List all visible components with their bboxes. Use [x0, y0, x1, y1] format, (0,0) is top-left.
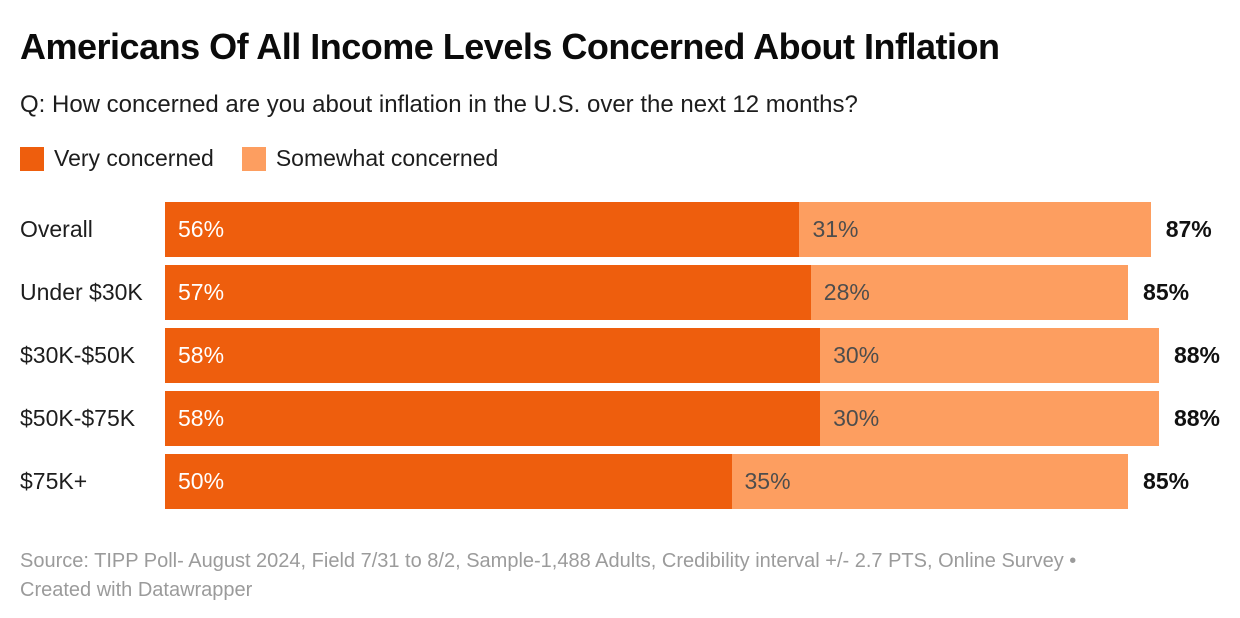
bar-segment-somewhat-concerned[interactable]: 28%: [810, 265, 1129, 321]
legend-label: Somewhat concerned: [275, 145, 499, 172]
legend-swatch-very-concerned: [20, 146, 44, 171]
bar-segment-somewhat-concerned[interactable]: 35%: [731, 454, 1129, 510]
bar-segment-very-concerned[interactable]: 56%: [165, 202, 800, 258]
bar-row-50k-75k: $50K-$75K 58% 30% 88%: [20, 391, 1220, 447]
category-label: $30K-$50K: [20, 342, 136, 369]
source-text: Source: TIPP Poll- August 2024, Field 7/…: [20, 550, 1077, 573]
segment-value-label: 56%: [178, 216, 225, 243]
category-label: Under $30K: [20, 279, 143, 306]
segment-value-label: 58%: [178, 405, 225, 432]
segment-value-label: 30%: [833, 342, 880, 369]
segment-value-label: 35%: [744, 468, 791, 495]
bar-segment-somewhat-concerned[interactable]: 30%: [820, 391, 1159, 447]
category-label: $50K-$75K: [20, 405, 136, 432]
total-value-label: 87%: [1165, 216, 1212, 243]
category-label: Overall: [20, 216, 93, 243]
bar-segment-somewhat-concerned[interactable]: 30%: [820, 328, 1159, 384]
total-value-label: 85%: [1143, 468, 1190, 495]
legend: Very concerned Somewhat concerned: [20, 145, 1220, 172]
bar-row-overall: Overall 56% 31% 87%: [20, 202, 1220, 258]
segment-value-label: 58%: [178, 342, 225, 369]
legend-swatch-somewhat-concerned: [241, 146, 266, 171]
segment-value-label: 30%: [833, 405, 880, 432]
datawrapper-attribution: Created with Datawrapper: [20, 579, 253, 602]
bar-segment-somewhat-concerned[interactable]: 31%: [799, 202, 1151, 258]
category-label: $75K+: [20, 468, 88, 495]
chart-page: Americans Of All Income Levels Concerned…: [20, 26, 1220, 605]
legend-item-very-concerned: Very concerned: [20, 145, 214, 172]
segment-value-label: 31%: [812, 216, 859, 243]
chart-subtitle: Q: How concerned are you about inflation…: [20, 91, 858, 119]
segment-value-label: 28%: [823, 279, 870, 306]
bar-segment-very-concerned[interactable]: 57%: [165, 265, 811, 321]
bar-segment-very-concerned[interactable]: 50%: [165, 454, 732, 510]
source-note: Source: TIPP Poll- August 2024, Field 7/…: [20, 547, 1220, 605]
bar-segment-very-concerned[interactable]: 58%: [165, 328, 821, 384]
chart-title: Americans Of All Income Levels Concerned…: [20, 26, 1000, 67]
bar-row-75k-plus: $75K+ 50% 35% 85%: [20, 454, 1220, 510]
total-value-label: 88%: [1173, 342, 1220, 369]
total-value-label: 88%: [1173, 405, 1220, 432]
stacked-bar-chart: Overall 56% 31% 87% Under $30K 57% 28% 8…: [20, 202, 1220, 510]
bar-row-30k-50k: $30K-$50K 58% 30% 88%: [20, 328, 1220, 384]
legend-label: Very concerned: [54, 145, 214, 172]
bar-segment-very-concerned[interactable]: 58%: [165, 391, 821, 447]
segment-value-label: 57%: [178, 279, 225, 306]
segment-value-label: 50%: [178, 468, 225, 495]
legend-item-somewhat-concerned: Somewhat concerned: [241, 145, 499, 172]
total-value-label: 85%: [1143, 279, 1190, 306]
bar-row-under-30k: Under $30K 57% 28% 85%: [20, 265, 1220, 321]
